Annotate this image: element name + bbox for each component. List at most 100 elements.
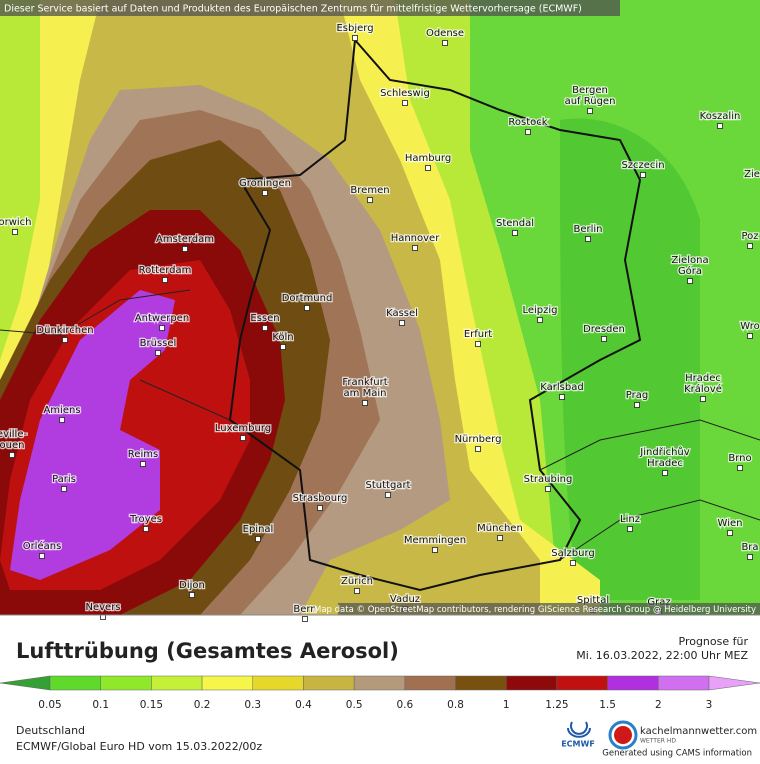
site: kachelmannwetter.com — [640, 726, 757, 737]
map — [0, 0, 760, 615]
legend-arrow-left — [0, 675, 51, 691]
city-dot — [412, 245, 418, 251]
city-label: Bremen — [350, 185, 389, 196]
city-label: Poz — [741, 231, 758, 242]
city-label: Szczecin — [621, 160, 664, 171]
city-dot — [747, 243, 753, 249]
city-dot — [240, 435, 246, 441]
city-label: Karlsbad — [540, 382, 583, 393]
city-dot — [545, 486, 551, 492]
city-dot — [255, 536, 261, 542]
city-label: Vaduz — [390, 594, 420, 605]
city-label: Brüssel — [140, 338, 177, 349]
city-dot — [512, 230, 518, 236]
city-label: Luxemburg — [215, 423, 271, 434]
header-notice: Dieser Service basiert auf Daten und Pro… — [4, 4, 582, 15]
city-dot — [304, 305, 310, 311]
city-dot — [687, 278, 693, 284]
legend-swatch — [252, 675, 304, 691]
city-label: Groningen — [239, 178, 291, 189]
city-label: Berlin — [573, 224, 602, 235]
city-label: orwich — [0, 217, 32, 228]
city-dot — [425, 165, 431, 171]
legend-tick-label: 0.3 — [244, 699, 261, 711]
city-dot — [39, 553, 45, 559]
ecmwf-text: ECMWF — [561, 740, 595, 749]
city-dot — [640, 172, 646, 178]
city-dot — [143, 526, 149, 532]
city-label: Hradec — [647, 458, 683, 469]
legend-tick-label: 0.5 — [346, 699, 363, 711]
site-sub: WETTER HD — [640, 738, 676, 745]
city-label: Bergen — [572, 85, 608, 96]
city-dot — [442, 40, 448, 46]
city-dot — [182, 246, 188, 252]
forecast-label: Prognose für — [679, 635, 749, 648]
cams: Generated using CAMS information — [602, 749, 752, 759]
city-label: Wro — [740, 321, 759, 332]
legend-swatch — [505, 675, 558, 691]
forecast-time: Mi. 16.03.2022, 22:00 Uhr MEZ — [576, 649, 748, 662]
city-dot — [189, 592, 195, 598]
city-dot — [385, 492, 391, 498]
city-label: Dortmund — [282, 293, 333, 304]
legend-tick-label: 3 — [706, 699, 713, 711]
city-dot — [402, 100, 408, 106]
city-dot — [262, 190, 268, 196]
city-label: Linz — [620, 514, 640, 525]
city-label: Stuttgart — [366, 480, 411, 491]
legend-swatch — [49, 675, 101, 691]
city-dot — [59, 417, 65, 423]
city-dot — [317, 505, 323, 511]
kw-logo-inner — [614, 726, 632, 744]
city-dot — [367, 197, 373, 203]
city-label: am Main — [344, 388, 387, 399]
legend-tick-label: 1.25 — [545, 699, 568, 711]
city-dot — [432, 547, 438, 553]
city-dot — [747, 333, 753, 339]
legend-tick-label: 0.2 — [194, 699, 211, 711]
attribution: Map data © OpenStreetMap contributors, r… — [314, 605, 756, 615]
zone-purple — [10, 290, 175, 580]
city-label: Esbjerg — [336, 23, 373, 34]
city-dot — [634, 402, 640, 408]
legend: 0.05 0.1 0.15 0.2 0.3 0.4 0.5 0.6 0.8 1 1.25 1.5 2 3 — [0, 675, 760, 711]
city-dot — [537, 317, 543, 323]
city-dot — [627, 526, 633, 532]
city-label: Dijon — [179, 580, 205, 591]
city-label: Góra — [678, 265, 702, 277]
city-dot — [354, 588, 360, 594]
city-dot — [140, 461, 146, 467]
city-label: Zielona — [671, 255, 708, 266]
header-bar — [0, 0, 620, 16]
city-label: Erfurt — [464, 329, 492, 340]
city-label: Hamburg — [405, 153, 451, 164]
legend-swatch — [556, 675, 608, 691]
legend-swatch — [455, 675, 507, 691]
legend-swatch — [201, 675, 254, 691]
city-label: Kassel — [386, 308, 418, 319]
model: ECMWF/Global Euro HD vom 15.03.2022/00z — [16, 740, 262, 753]
city-dot — [497, 535, 503, 541]
city-dot — [475, 341, 481, 347]
legend-title: Lufttrübung (Gesamtes Aerosol) — [16, 639, 399, 663]
city-dot — [12, 229, 18, 235]
legend-swatch — [658, 675, 710, 691]
city-label: Dresden — [583, 324, 625, 335]
city-label: Nürnberg — [455, 434, 502, 445]
city-dot — [262, 325, 268, 331]
city-label: Leipzig — [522, 305, 557, 316]
city-dot — [747, 554, 753, 560]
legend-tick-label: 0.6 — [396, 699, 413, 711]
city-dot — [280, 344, 286, 350]
legend-tick-label: 1 — [503, 699, 510, 711]
city-dot — [737, 465, 743, 471]
city-label: Essen — [250, 313, 279, 324]
city-dot — [352, 35, 358, 41]
city-dot — [601, 336, 607, 342]
city-label: Bra — [741, 542, 758, 553]
city-label: Troyes — [129, 514, 162, 525]
legend-swatch — [353, 675, 406, 691]
city-label: Amsterdam — [156, 234, 214, 245]
